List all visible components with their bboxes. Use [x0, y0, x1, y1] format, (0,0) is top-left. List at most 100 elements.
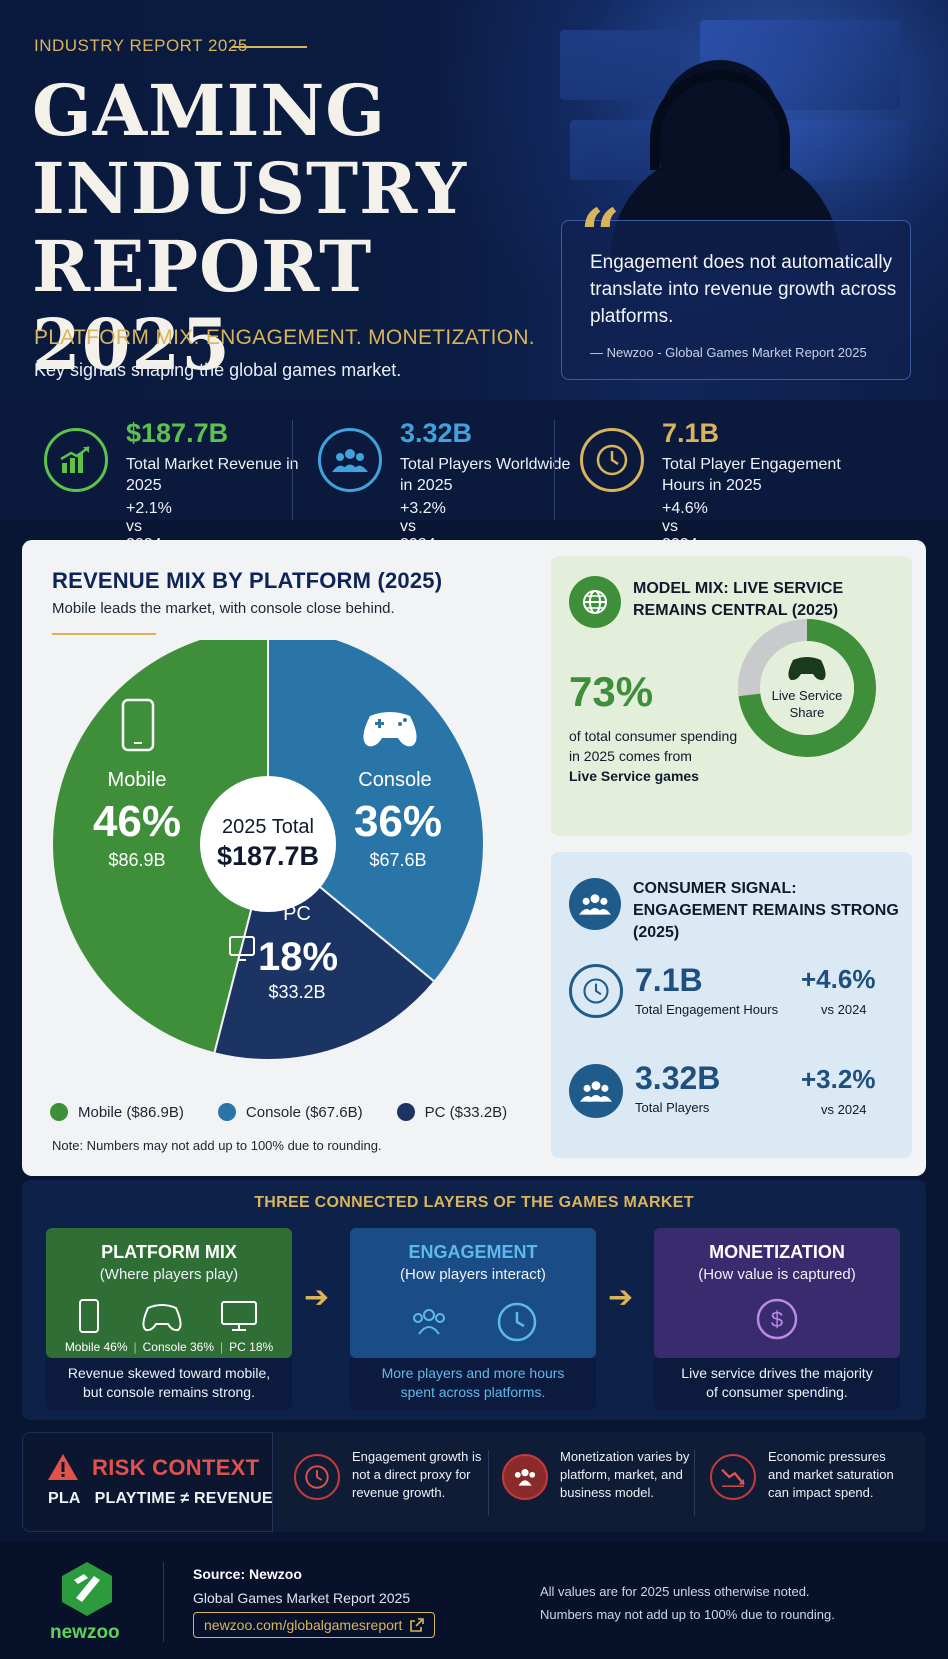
engagement-hours-label: Total Engagement Hours	[635, 1002, 779, 1017]
gamepad-icon	[363, 712, 417, 747]
layer-monetization-desc: Live service drives the majority of cons…	[654, 1358, 900, 1410]
layer-heading: PLATFORM MIX	[101, 1242, 237, 1262]
total-players-label: Total Players	[635, 1100, 710, 1115]
layer-engagement: ENGAGEMENT (How players interact)	[350, 1228, 596, 1358]
source-link[interactable]: newzoo.com/globalgamesreport	[193, 1612, 436, 1638]
footer	[0, 1542, 948, 1659]
desc-line: Live Service games	[569, 768, 699, 784]
pie-percent-console: 36%	[354, 797, 442, 846]
platform-icons	[79, 1299, 257, 1333]
footer-note-line: All values are for 2025 unless otherwise…	[540, 1584, 810, 1599]
risk-text: Engagement growth is not a direct proxy …	[352, 1449, 482, 1500]
engagement-icons	[413, 1302, 537, 1342]
arrow-right-icon: ➔	[304, 1281, 330, 1314]
consumer-signal-title: CONSUMER SIGNAL: ENGAGEMENT REMAINS STRO…	[633, 878, 912, 944]
donut-share-arc	[738, 619, 876, 757]
quote-source: — Newzoo - Global Games Market Report 20…	[590, 345, 867, 360]
layer-text: More players and more hours	[381, 1365, 565, 1381]
legend-item-mobile: Mobile ($86.9B)	[50, 1103, 184, 1121]
clock-icon	[497, 1302, 537, 1342]
title-line: REPORT 2025	[32, 225, 373, 386]
monitor-icon	[229, 936, 255, 961]
footer-divider	[163, 1562, 164, 1642]
external-link-icon	[410, 1618, 425, 1632]
pie-amount-mobile: $86.9B	[108, 850, 165, 870]
revenue-pie-chart: 2025 Total $187.7B Mobile 46% $86.9B Con…	[51, 640, 485, 1061]
source-link-text[interactable]: newzoo.com/globalgamesreport	[204, 1617, 403, 1633]
mini-label: Console 36%	[142, 1340, 215, 1354]
pie-percent-pc: 18%	[258, 935, 338, 979]
legend-item-console: Console ($67.6B)	[217, 1103, 363, 1121]
arrow-right-icon: ➔	[608, 1281, 634, 1314]
players-icon	[413, 1309, 445, 1335]
svg-text:$: $	[771, 1307, 783, 1332]
kicker-rule	[232, 46, 307, 48]
live-service-donut: Live Service Share	[738, 619, 876, 757]
risk-item: Engagement growth is not a direct proxy …	[294, 1446, 484, 1518]
layer-subheading: (Where players play)	[99, 1266, 239, 1283]
layer-heading: ENGAGEMENT	[408, 1242, 538, 1262]
layer-text: but console remains strong.	[83, 1384, 255, 1400]
background-screen	[780, 120, 910, 180]
layer-text: Revenue skewed toward mobile,	[67, 1365, 271, 1381]
layer-platform-mix-desc: Revenue skewed toward mobile, but consol…	[46, 1358, 292, 1410]
hero-section	[0, 0, 948, 400]
revenue-rule	[52, 633, 156, 635]
stat-label: Total Players Worldwide in 2025	[400, 456, 571, 494]
risk-item: Monetization varies by platform, market,…	[502, 1446, 692, 1518]
stat-label: Total Player Engagement Hours in 2025	[662, 456, 841, 494]
pie-slice-console	[267, 640, 485, 984]
donut-label: Live Service	[772, 688, 843, 703]
layers-title: THREE CONNECTED LAYERS OF THE GAMES MARK…	[254, 1194, 694, 1211]
warning-icon	[48, 1454, 78, 1480]
title-line: MODEL MIX: LIVE SERVICE	[633, 580, 844, 597]
players-icon	[569, 878, 621, 930]
layer-text: spent across platforms.	[400, 1384, 546, 1400]
mini-label: Mobile 46%	[64, 1340, 128, 1354]
headset-icon	[650, 70, 790, 170]
quote-box: “ Engagement does not automatically tran…	[561, 193, 911, 380]
risk-prefix: PLA	[48, 1490, 81, 1507]
platform-mini-labels: Mobile 46% | Console 36% | PC 18%	[46, 1340, 292, 1354]
stat-label: Total Market Revenue in 2025	[126, 456, 299, 494]
newzoo-logo-text: newzoo	[50, 1622, 120, 1643]
legend-swatch	[396, 1103, 415, 1121]
title-line: CONSUMER SIGNAL:	[633, 880, 797, 897]
mini-sep: |	[220, 1340, 224, 1354]
mobile-phone-icon	[121, 698, 155, 752]
live-service-percent: 73%	[569, 668, 654, 715]
stat-divider	[554, 420, 555, 520]
mini-sep: |	[133, 1340, 137, 1354]
mobile-phone-icon	[79, 1299, 99, 1333]
gamepad-icon	[142, 1304, 182, 1332]
consumer-signal-card: CONSUMER SIGNAL: ENGAGEMENT REMAINS STRO…	[551, 852, 912, 1158]
pie-slice-mobile	[51, 640, 269, 1055]
quote-text: Engagement does not automatically transl…	[590, 252, 897, 327]
stat-value: 7.1B	[662, 418, 720, 448]
source-heading: Source: Newzoo	[193, 1566, 302, 1582]
pie-center-label: 2025 Total	[222, 816, 314, 838]
legend-swatch	[50, 1103, 68, 1121]
players-icon	[318, 428, 382, 492]
title-line: GAMING	[32, 69, 387, 152]
engagement-hours-value: 7.1B	[635, 962, 703, 998]
tagline: PLATFORM MIX. ENGAGEMENT. MONETIZATION.	[34, 326, 535, 349]
model-mix-title: MODEL MIX: LIVE SERVICE REMAINS CENTRAL …	[633, 578, 843, 622]
pie-amount-console: $67.6B	[369, 850, 426, 870]
title-line: REMAINS CENTRAL (2025)	[633, 602, 839, 619]
legend-item-pc: PC ($33.2B)	[396, 1103, 507, 1121]
layer-subheading: (How value is captured)	[698, 1266, 856, 1283]
dollar-icon: $	[756, 1298, 798, 1340]
background-screen	[560, 30, 680, 100]
layer-monetization: MONETIZATION (How value is captured) $	[654, 1228, 900, 1358]
rounding-note: Note: Numbers may not add up to 100% due…	[52, 1138, 382, 1153]
layer-heading: MONETIZATION	[709, 1242, 845, 1262]
layer-text: Live service drives the majority	[681, 1365, 873, 1381]
source-subheading: Global Games Market Report 2025	[193, 1590, 411, 1606]
legend-label: Mobile ($86.9B)	[78, 1103, 184, 1121]
clock-icon	[580, 428, 644, 492]
pie-center-value: $187.7B	[217, 841, 319, 871]
report-kicker: INDUSTRY REPORT 2025	[34, 36, 248, 55]
title-line: ENGAGEMENT REMAINS STRONG (2025)	[633, 902, 899, 941]
stat-value: 3.32B	[400, 418, 473, 448]
